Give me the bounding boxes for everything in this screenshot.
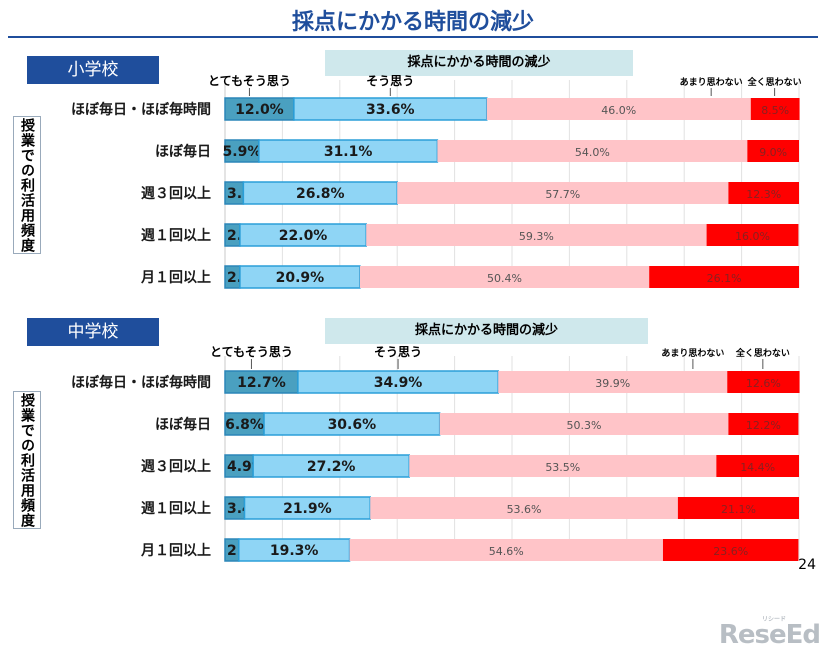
data-label: 34.9% — [374, 375, 423, 391]
category-label: 週３回以上 — [141, 459, 211, 475]
category-label: 週１回以上 — [141, 501, 211, 517]
bar-segment — [649, 266, 799, 288]
legend-label: あまり思わない — [680, 77, 743, 88]
legend-label: 全く思わない — [735, 347, 790, 359]
data-label: 5.9% — [223, 144, 262, 160]
bar-segment — [359, 266, 650, 288]
group-tag-elementary: 小学校 — [27, 56, 159, 84]
bar-segment — [370, 497, 678, 519]
data-label: 9.0% — [759, 146, 787, 159]
bar-segment — [439, 413, 729, 435]
data-label: 22.0% — [279, 228, 328, 244]
category-label: ほぼ毎日・ほぼ毎時間 — [71, 374, 211, 391]
data-label: 21.1% — [721, 503, 756, 516]
data-label: 26.1% — [707, 272, 742, 285]
data-label: 16.0% — [735, 230, 770, 243]
legend-label: そう思う — [374, 345, 422, 359]
data-label: 54.6% — [489, 545, 524, 558]
data-label: 12.7% — [237, 375, 286, 391]
data-label: 53.6% — [507, 503, 542, 516]
category-label: 月１回以上 — [140, 543, 211, 559]
bar-segment — [397, 182, 729, 204]
data-label: 12.0% — [235, 102, 284, 118]
legend-label: あまり思わない — [661, 348, 724, 359]
bar-segment — [239, 223, 367, 247]
bar-segment — [662, 539, 799, 561]
data-label: 30.6% — [328, 417, 377, 433]
legend-label: とてもそう思う — [208, 74, 291, 88]
data-label: 27.2% — [307, 459, 356, 475]
legend-label: そう思う — [366, 74, 414, 88]
data-label: 12.6% — [746, 377, 781, 390]
bar-segment — [747, 140, 799, 162]
y-axis-label-junior-high: 授業での利活用頻度 — [13, 391, 41, 529]
page-number: 24 — [798, 557, 816, 573]
bar-segment — [728, 182, 799, 204]
category-label: ほぼ毎日 — [155, 143, 211, 160]
category-label: 週１回以上 — [141, 228, 211, 244]
chart-title-junior-high: 採点にかかる時間の減少 — [325, 318, 648, 344]
data-label: 21.9% — [283, 501, 332, 517]
legend-label: とてもそう思う — [210, 345, 293, 359]
data-label: 6.8% — [225, 417, 264, 433]
data-label: 33.6% — [366, 102, 415, 118]
data-label: 46.0% — [601, 104, 636, 117]
category-label: ほぼ毎日・ほぼ毎時間 — [71, 101, 211, 118]
data-label: 19.3% — [270, 543, 319, 559]
logo-subtext: リシード — [761, 616, 786, 623]
category-label: ほぼ毎日 — [155, 416, 211, 433]
data-label: 14.4% — [740, 461, 775, 474]
group-tag-junior-high: 中学校 — [27, 318, 159, 346]
reseed-logo: リシード ReseEd — [718, 616, 821, 650]
data-label: 31.1% — [324, 144, 373, 160]
data-label: 26.8% — [296, 186, 345, 202]
bar-segment — [349, 539, 663, 561]
data-label: 23.6% — [713, 545, 748, 558]
logo-text: ReseEd — [718, 620, 821, 650]
data-label: 8.5% — [761, 104, 789, 117]
bar-segment — [727, 371, 800, 393]
data-label: 59.3% — [519, 230, 554, 243]
bar-segment — [498, 371, 728, 393]
data-label: 12.3% — [746, 188, 781, 201]
title-underline — [8, 36, 818, 38]
bar-segment — [750, 98, 800, 120]
bar-segment — [716, 455, 799, 477]
data-label: 53.5% — [545, 461, 580, 474]
data-label: 12.2% — [746, 419, 781, 432]
data-label: 50.3% — [567, 419, 602, 432]
data-label: 39.9% — [595, 377, 630, 390]
bar-segment — [677, 497, 799, 519]
bar-segment — [409, 455, 717, 477]
bar-segment — [706, 224, 799, 246]
bar-segment — [366, 224, 707, 246]
bar-segment — [238, 538, 351, 562]
bar-segment — [728, 413, 799, 435]
data-label: 54.0% — [575, 146, 610, 159]
bar-segment — [486, 98, 751, 120]
data-label: 57.7% — [545, 188, 580, 201]
category-label: 月１回以上 — [140, 270, 211, 286]
legend-label: 全く思わない — [747, 76, 802, 88]
y-axis-label-elementary: 授業での利活用頻度 — [13, 116, 41, 254]
page-title: 採点にかかる時間の減少 — [291, 10, 534, 35]
bar-segment — [437, 140, 748, 162]
data-label: 20.9% — [276, 270, 325, 286]
data-label: 50.4% — [487, 272, 522, 285]
chart-title-elementary: 採点にかかる時間の減少 — [325, 50, 633, 76]
category-label: 週３回以上 — [141, 186, 211, 202]
